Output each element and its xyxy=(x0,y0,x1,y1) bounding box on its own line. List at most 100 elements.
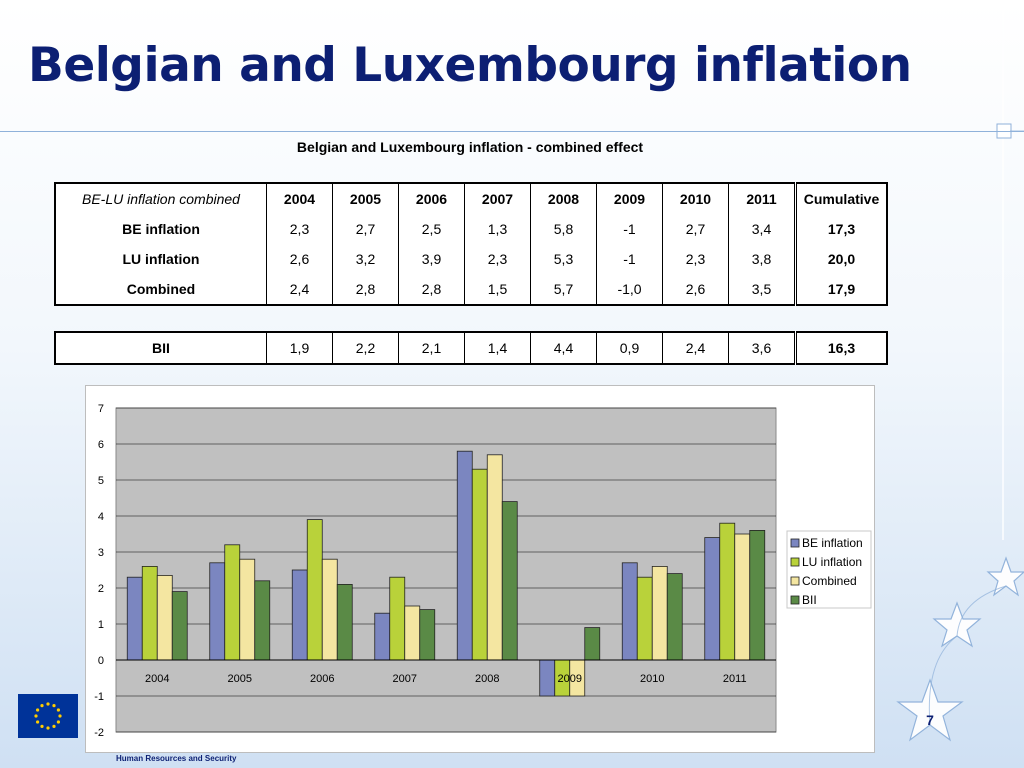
bar xyxy=(651,565,668,661)
table-cell: 2,5 xyxy=(398,214,465,244)
legend-label: BE inflation xyxy=(802,536,863,550)
legend-box xyxy=(786,530,872,609)
x-tick-label: 2008 xyxy=(475,673,499,685)
bar xyxy=(321,558,338,661)
y-tick-label: 7 xyxy=(98,403,104,415)
x-tick-label: 2004 xyxy=(145,673,169,685)
bii-table: BII 1,9 2,2 2,1 1,4 4,4 0,9 2,4 3,6 16,3 xyxy=(54,331,888,365)
bar xyxy=(404,605,421,661)
x-tick-label: 2006 xyxy=(310,673,334,685)
cumulative-cell: 20,0 xyxy=(794,244,887,274)
bar xyxy=(156,574,173,661)
legend-swatch xyxy=(790,557,800,567)
row-label: BE inflation xyxy=(122,221,200,237)
table-cell: 2,8 xyxy=(398,274,465,305)
table-cell: 5,8 xyxy=(530,214,597,244)
bar xyxy=(636,576,653,661)
table-cell: 5,7 xyxy=(530,274,597,305)
eu-stars-icon xyxy=(34,702,62,730)
y-tick-label: 1 xyxy=(98,619,104,631)
table-cell: -1 xyxy=(596,244,663,274)
y-tick-label: 4 xyxy=(98,511,104,523)
bar xyxy=(126,576,143,661)
row-label: BII xyxy=(152,340,170,356)
bar xyxy=(374,612,391,661)
table-row-combined: Combined 2,4 2,8 2,8 1,5 5,7 -1,0 2,6 3,… xyxy=(55,274,887,305)
bar xyxy=(486,454,503,661)
year-header: 2010 xyxy=(662,183,729,214)
slide-title: Belgian and Luxembourg inflation xyxy=(28,38,912,93)
page-number: 7 xyxy=(926,712,934,728)
year-header: 2004 xyxy=(266,183,333,214)
table-cell: 2,6 xyxy=(266,244,333,274)
chart-svg: 7 6 5 4 3 2 1 0 -1 -2 2004 2005 2006 2007 2008 2009 2010… xyxy=(94,403,872,739)
table-cell: 2,1 xyxy=(398,332,465,364)
bar xyxy=(749,529,766,661)
bar xyxy=(666,573,683,661)
table-cell: 2,7 xyxy=(662,214,729,244)
table-cell: 2,2 xyxy=(332,332,399,364)
y-tick-label: 3 xyxy=(98,547,104,559)
legend-label: LU inflation xyxy=(802,555,862,569)
table-cell: 2,3 xyxy=(662,244,729,274)
legend-label: Combined xyxy=(802,574,857,588)
y-tick-label: 5 xyxy=(98,475,104,487)
x-tick-label: 2011 xyxy=(723,673,747,685)
bar xyxy=(306,519,323,661)
year-header: 2009 xyxy=(596,183,663,214)
bar xyxy=(141,565,158,661)
year-header: 2007 xyxy=(464,183,531,214)
year-header: 2008 xyxy=(530,183,597,214)
table-cell: 3,8 xyxy=(728,244,796,274)
table-cell: 2,4 xyxy=(662,332,729,364)
legend-label: BII xyxy=(802,593,817,607)
year-header: 2011 xyxy=(728,183,796,214)
bar xyxy=(419,609,436,661)
title-divider xyxy=(0,131,1024,132)
inflation-table: BE-LU inflation combined 2004 2005 2006 … xyxy=(54,182,888,306)
bar xyxy=(224,544,241,661)
cumulative-cell: 17,9 xyxy=(794,274,887,305)
table-row-bii: BII 1,9 2,2 2,1 1,4 4,4 0,9 2,4 3,6 16,3 xyxy=(55,332,887,364)
bar-chart: 7 6 5 4 3 2 1 0 -1 -2 2004 2005 2006 2007 2008 2009 2010… xyxy=(85,385,875,753)
y-tick-label: -1 xyxy=(94,691,104,703)
table-cell: 3,2 xyxy=(332,244,399,274)
table-cell: 2,7 xyxy=(332,214,399,244)
table-cell: 1,9 xyxy=(266,332,333,364)
table-cell: 3,6 xyxy=(728,332,796,364)
legend-swatch xyxy=(790,538,800,548)
bar xyxy=(389,576,406,661)
table-row-lu-inflation: LU inflation 2,6 3,2 3,9 2,3 5,3 -1 2,3 … xyxy=(55,244,887,274)
row-label: LU inflation xyxy=(122,251,200,267)
x-tick-label: 2005 xyxy=(228,673,252,685)
table-cell: 2,6 xyxy=(662,274,729,305)
bar xyxy=(704,537,721,661)
bar xyxy=(501,501,518,661)
table-cell: 1,5 xyxy=(464,274,531,305)
star-icon xyxy=(932,601,982,648)
bar xyxy=(239,558,256,661)
bar xyxy=(471,468,488,661)
bar xyxy=(209,562,226,661)
table-cell: 3,5 xyxy=(728,274,796,305)
year-header: 2006 xyxy=(398,183,465,214)
table-cell: 3,4 xyxy=(728,214,796,244)
x-tick-label: 2007 xyxy=(393,673,417,685)
bar xyxy=(621,562,638,661)
table-cell: 3,9 xyxy=(398,244,465,274)
legend-swatch xyxy=(790,576,800,586)
star-icon xyxy=(986,556,1024,597)
bar xyxy=(719,522,736,661)
bar xyxy=(539,659,556,697)
table-cell: 1,4 xyxy=(464,332,531,364)
table-cell: 5,3 xyxy=(530,244,597,274)
y-tick-label: 2 xyxy=(98,583,104,595)
table-cell: 2,3 xyxy=(266,214,333,244)
table-cell: 4,4 xyxy=(530,332,597,364)
bar xyxy=(584,627,601,661)
eu-flag-logo xyxy=(18,694,78,738)
table-cell: -1,0 xyxy=(596,274,663,305)
legend-swatch xyxy=(790,595,800,605)
bar xyxy=(171,591,188,661)
table-cell: 1,3 xyxy=(464,214,531,244)
